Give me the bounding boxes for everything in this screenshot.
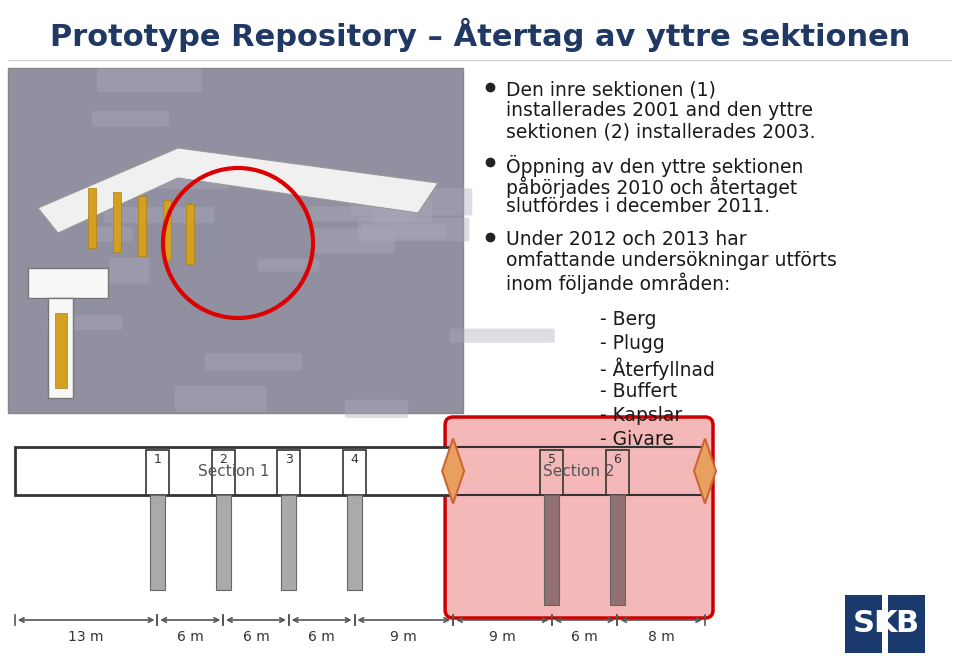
- Text: påbörjades 2010 och återtaget: påbörjades 2010 och återtaget: [506, 176, 797, 197]
- Bar: [28, 268, 108, 298]
- Bar: [88, 188, 96, 248]
- Bar: [453, 447, 705, 495]
- FancyBboxPatch shape: [310, 229, 395, 254]
- Text: - Buffert: - Buffert: [600, 382, 677, 401]
- Text: inom följande områden:: inom följande områden:: [506, 272, 731, 293]
- Bar: [888, 595, 925, 653]
- Polygon shape: [38, 148, 438, 233]
- FancyBboxPatch shape: [175, 386, 267, 412]
- Text: Den inre sektionen (1): Den inre sektionen (1): [506, 80, 715, 99]
- Bar: [540, 450, 563, 495]
- FancyBboxPatch shape: [345, 400, 409, 418]
- Text: 9 m: 9 m: [489, 630, 516, 644]
- Bar: [212, 450, 235, 495]
- Text: S: S: [853, 609, 875, 639]
- Text: 6 m: 6 m: [308, 630, 335, 644]
- FancyBboxPatch shape: [351, 189, 472, 215]
- Bar: [163, 200, 171, 260]
- Text: - Givare: - Givare: [600, 430, 674, 449]
- FancyBboxPatch shape: [205, 353, 302, 370]
- Polygon shape: [694, 439, 716, 503]
- Bar: [113, 192, 121, 252]
- Bar: [146, 450, 169, 495]
- Text: 6 m: 6 m: [176, 630, 203, 644]
- Bar: [186, 204, 194, 264]
- Text: 1: 1: [153, 453, 161, 466]
- Text: Section 2: Section 2: [544, 464, 615, 478]
- Text: 5: 5: [548, 453, 555, 466]
- Text: - Plugg: - Plugg: [600, 334, 665, 353]
- Text: Section 1: Section 1: [199, 464, 269, 478]
- Bar: [281, 495, 296, 590]
- Bar: [606, 450, 629, 495]
- Text: - THM: - THM: [600, 454, 655, 473]
- Polygon shape: [442, 439, 464, 503]
- Text: 3: 3: [285, 453, 292, 466]
- FancyBboxPatch shape: [358, 217, 469, 242]
- Bar: [343, 450, 366, 495]
- FancyBboxPatch shape: [92, 111, 169, 127]
- Bar: [15, 447, 453, 495]
- Bar: [8, 68, 463, 413]
- FancyBboxPatch shape: [372, 200, 433, 223]
- Bar: [138, 196, 146, 256]
- Text: - Återfyllnad: - Återfyllnad: [600, 358, 714, 380]
- Text: omfattande undersökningar utförts: omfattande undersökningar utförts: [506, 251, 837, 270]
- FancyBboxPatch shape: [47, 315, 123, 330]
- Text: 4: 4: [351, 453, 359, 466]
- Text: 9 m: 9 m: [390, 630, 417, 644]
- Text: - Berg: - Berg: [600, 310, 657, 329]
- FancyBboxPatch shape: [109, 258, 150, 283]
- Bar: [277, 450, 300, 495]
- Bar: [610, 495, 625, 605]
- Text: 2: 2: [220, 453, 227, 466]
- FancyBboxPatch shape: [450, 329, 554, 343]
- FancyBboxPatch shape: [97, 68, 201, 92]
- Bar: [544, 495, 559, 605]
- Bar: [55, 313, 67, 388]
- Text: B: B: [895, 609, 918, 639]
- FancyBboxPatch shape: [95, 227, 132, 242]
- Bar: [48, 298, 73, 398]
- Bar: [150, 495, 165, 590]
- Text: sektionen (2) installerades 2003.: sektionen (2) installerades 2003.: [506, 122, 815, 141]
- FancyBboxPatch shape: [134, 167, 227, 189]
- Text: 13 m: 13 m: [68, 630, 104, 644]
- FancyBboxPatch shape: [104, 207, 215, 223]
- Bar: [216, 495, 230, 590]
- FancyBboxPatch shape: [445, 417, 713, 618]
- FancyBboxPatch shape: [308, 206, 415, 221]
- Text: slutfördes i december 2011.: slutfördes i december 2011.: [506, 197, 770, 216]
- FancyBboxPatch shape: [362, 224, 447, 239]
- Text: 6 m: 6 m: [572, 630, 597, 644]
- Bar: [347, 495, 363, 590]
- Text: - Kapslar: - Kapslar: [600, 406, 682, 425]
- Text: Öppning av den yttre sektionen: Öppning av den yttre sektionen: [506, 155, 804, 177]
- Text: 6: 6: [614, 453, 621, 466]
- Text: installerades 2001 and den yttre: installerades 2001 and den yttre: [506, 101, 813, 120]
- Bar: [845, 595, 882, 653]
- FancyBboxPatch shape: [258, 259, 319, 272]
- Text: Under 2012 och 2013 har: Under 2012 och 2013 har: [506, 230, 747, 249]
- Text: 8 m: 8 m: [648, 630, 674, 644]
- Text: 6 m: 6 m: [243, 630, 269, 644]
- Text: Prototype Repository – Återtag av yttre sektionen: Prototype Repository – Återtag av yttre …: [50, 18, 910, 52]
- Text: K: K: [874, 609, 897, 639]
